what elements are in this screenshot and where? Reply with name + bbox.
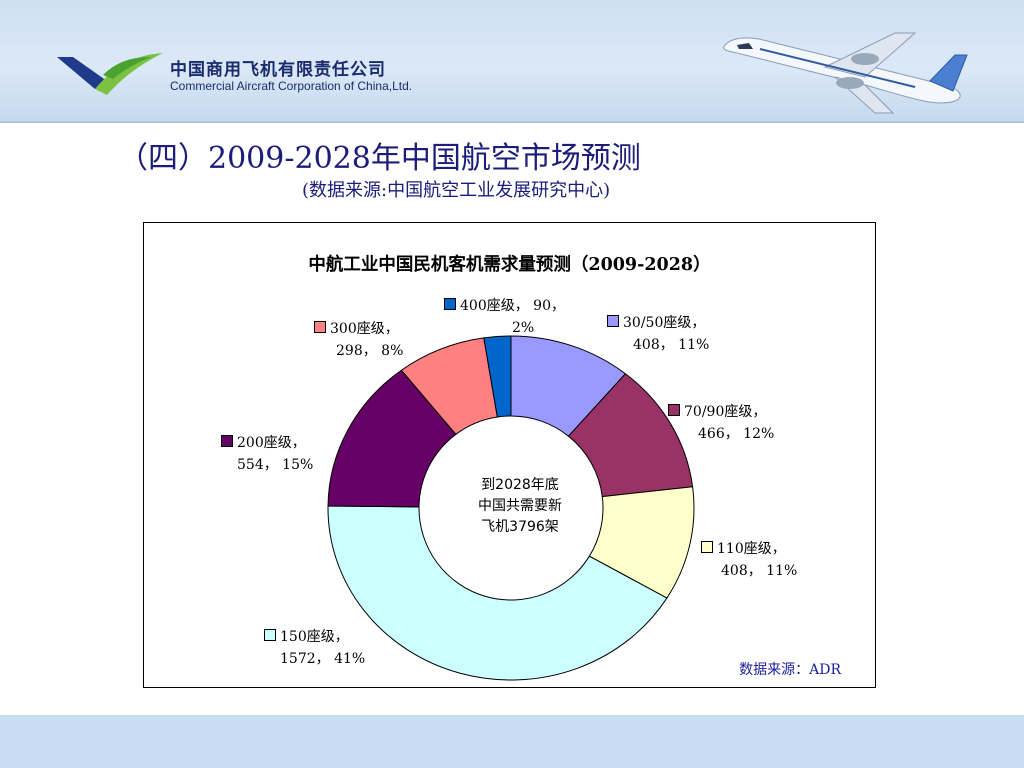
center-text-line: 到2028年底: [481, 477, 559, 493]
legend-swatch: [221, 435, 233, 447]
company-name-en: Commercial Aircraft Corporation of China…: [170, 79, 413, 93]
donut-slice: [327, 505, 668, 681]
donut-chart: [327, 335, 695, 681]
slice-label-400: 400座级， 90， 2%: [444, 295, 565, 339]
slice-label-70-90: 70/90座级， 466， 12%: [668, 401, 774, 445]
airplane-icon: [723, 32, 968, 114]
slide-subtitle: (数据来源:中国航空工业发展研究中心): [302, 180, 611, 201]
slice-label-110: 110座级， 408， 11%: [701, 538, 797, 582]
legend-swatch: [314, 321, 326, 333]
slice-label-line2: 408， 11%: [721, 563, 798, 579]
legend-swatch: [668, 404, 680, 416]
center-text-line: 中国共需要新: [478, 498, 562, 514]
legend-swatch: [264, 629, 276, 641]
legend-swatch: [444, 298, 456, 310]
slice-label-line2: 1572， 41%: [280, 651, 366, 667]
legend-swatch: [701, 541, 713, 553]
slice-label-line2: 408， 11%: [633, 337, 710, 353]
header-divider: [0, 121, 1024, 123]
chart-container: 中航工业中国民机客机需求量预测（2009-2028） 到2028年底 中国共需要…: [143, 222, 876, 688]
slice-label-line1: 110座级，: [717, 541, 786, 557]
slice-label-line1: 70/90座级，: [684, 404, 767, 420]
slice-label-200: 200座级， 554， 15%: [221, 432, 313, 476]
footer-band: [0, 715, 1024, 768]
slice-label-line1: 400座级， 90，: [460, 298, 565, 314]
slice-label-30-50: 30/50座级， 408， 11%: [607, 312, 709, 356]
slice-label-line2: 298， 8%: [336, 343, 404, 359]
donut-center-text: 到2028年底 中国共需要新 飞机3796架: [440, 475, 600, 538]
slice-label-line1: 150座级，: [280, 629, 349, 645]
slice-label-300: 300座级， 298， 8%: [314, 318, 403, 362]
slice-label-line2: 2%: [512, 320, 535, 336]
slice-label-150: 150座级， 1572， 41%: [264, 626, 365, 670]
header-banner: 中国商用飞机有限责任公司 Commercial Aircraft Corpora…: [0, 0, 1024, 123]
donut-slice: [483, 335, 512, 418]
slide-title: （四）2009-2028年中国航空市场预测: [118, 141, 641, 176]
slice-label-line1: 300座级，: [330, 321, 399, 337]
center-text-line: 飞机3796架: [481, 519, 559, 535]
chart-title: 中航工业中国民机客机需求量预测（2009-2028）: [308, 255, 711, 275]
slice-label-line2: 466， 12%: [698, 426, 775, 442]
company-name-cn: 中国商用飞机有限责任公司: [170, 60, 386, 80]
comac-logo-icon: [57, 53, 163, 95]
slice-label-line1: 200座级，: [237, 435, 306, 451]
slice-label-line1: 30/50座级，: [623, 315, 706, 331]
slice-label-line2: 554， 15%: [237, 457, 314, 473]
legend-swatch: [607, 315, 619, 327]
chart-source-note: 数据来源：ADR: [739, 662, 841, 678]
